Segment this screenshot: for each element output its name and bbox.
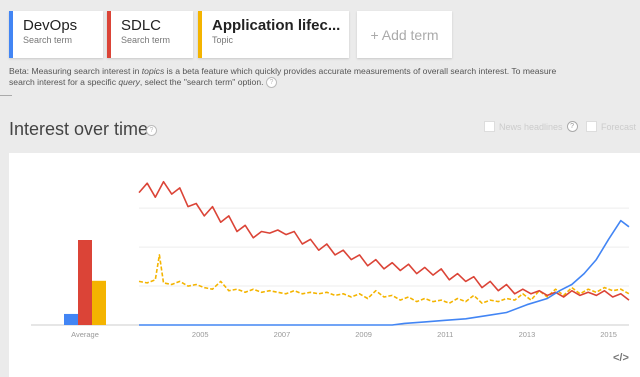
term-color-bar	[9, 11, 13, 58]
help-icon[interactable]: ?	[566, 121, 578, 132]
term-card-application-lifecycle[interactable]: Application lifec... Topic	[198, 11, 349, 58]
term-name: Application lifec...	[212, 17, 341, 34]
term-color-bar	[107, 11, 111, 58]
divider	[0, 95, 12, 96]
interest-chart: Average 2005 2007 2009 2011 2013 2015	[31, 180, 630, 339]
x-tick-label: 2009	[355, 330, 372, 339]
average-bar	[92, 280, 106, 325]
series-line	[138, 254, 630, 304]
term-card-sdlc[interactable]: SDLC Search term	[107, 11, 193, 58]
term-kind: Search term	[121, 35, 171, 45]
x-tick-label: 2007	[274, 330, 291, 339]
news-headlines-label: News headlines	[499, 121, 563, 132]
x-tick-label: 2015	[600, 330, 617, 339]
interest-over-time-panel: Average 2005 2007 2009 2011 2013 2015	[9, 153, 640, 377]
term-kind: Topic	[212, 35, 234, 45]
x-tick-label: 2011	[437, 330, 453, 339]
checkbox-icon[interactable]	[586, 121, 597, 132]
beta-text-middle: is a beta feature which quickly provides…	[9, 66, 557, 87]
average-label: Average	[71, 330, 99, 339]
term-color-bar	[198, 11, 202, 58]
x-tick-label: 2013	[519, 330, 536, 339]
help-icon[interactable]: ?	[265, 77, 277, 89]
help-icon[interactable]: ?	[146, 125, 157, 136]
beta-topics: topics	[141, 66, 165, 76]
series-line	[138, 180, 630, 301]
average-bar	[64, 313, 78, 325]
forecast-toggle[interactable]: Forecast	[586, 121, 636, 132]
add-term-button[interactable]: + Add term	[357, 11, 452, 58]
term-name: DevOps	[23, 17, 78, 34]
beta-notice: Beta: Measuring search interest in topic…	[9, 66, 569, 89]
series-line	[139, 219, 630, 326]
term-kind: Search term	[23, 35, 73, 45]
term-card-devops[interactable]: DevOps Search term	[9, 11, 103, 58]
x-tick-label: 2005	[192, 330, 209, 339]
checkbox-icon[interactable]	[484, 121, 495, 132]
beta-text-suffix: , select the "search term" option.	[139, 77, 264, 87]
average-bar	[78, 240, 92, 325]
beta-text-prefix: Beta: Measuring search interest in	[9, 66, 142, 76]
term-name: SDLC	[121, 17, 162, 34]
section-title: Interest over time	[9, 119, 149, 139]
news-headlines-toggle[interactable]: News headlines ?	[484, 121, 578, 132]
beta-query: query	[118, 77, 140, 87]
embed-code-icon[interactable]: </>	[613, 352, 629, 364]
forecast-label: Forecast	[601, 121, 637, 132]
